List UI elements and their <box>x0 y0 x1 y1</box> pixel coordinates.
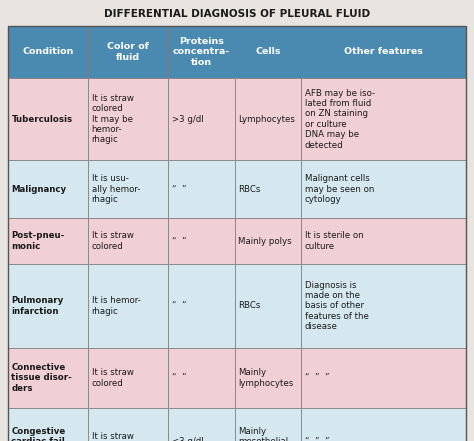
Bar <box>88 160 168 218</box>
Text: “  ”: “ ” <box>172 184 186 194</box>
Text: Cells: Cells <box>255 48 281 56</box>
Text: It is straw
colored: It is straw colored <box>91 231 134 250</box>
Text: Malignant cells
may be seen on
cytology: Malignant cells may be seen on cytology <box>305 174 374 204</box>
Bar <box>301 348 466 408</box>
Text: Connective
tissue disor-
ders: Connective tissue disor- ders <box>11 363 72 393</box>
Bar <box>88 78 168 160</box>
Bar <box>88 348 168 408</box>
Bar <box>168 408 235 441</box>
Bar <box>8 218 88 264</box>
Bar <box>235 160 301 218</box>
Text: Other features: Other features <box>344 48 423 56</box>
Bar <box>8 26 88 78</box>
Bar <box>235 26 301 78</box>
Text: Post-pneu-
monic: Post-pneu- monic <box>11 231 65 250</box>
Text: It is hemor-
rhagic: It is hemor- rhagic <box>91 296 140 316</box>
Text: Diagnosis is
made on the
basis of other
features of the
disease: Diagnosis is made on the basis of other … <box>305 281 368 331</box>
Text: RBCs: RBCs <box>238 184 261 194</box>
Text: Congestive
cardiac fail-
ure: Congestive cardiac fail- ure <box>11 427 69 441</box>
Text: It is straw
colored: It is straw colored <box>91 368 134 388</box>
Text: “  ”: “ ” <box>172 374 186 382</box>
Bar <box>235 348 301 408</box>
Text: >3 g/dl: >3 g/dl <box>172 115 203 123</box>
Text: Mainly polys: Mainly polys <box>238 236 292 246</box>
Bar <box>168 218 235 264</box>
Text: <3 g/dl: <3 g/dl <box>172 437 203 441</box>
Text: “  ”  ”: “ ” ” <box>305 437 329 441</box>
Bar <box>235 408 301 441</box>
Bar <box>88 26 168 78</box>
Bar <box>301 160 466 218</box>
Text: “  ”  ”: “ ” ” <box>305 374 329 382</box>
Bar <box>8 160 88 218</box>
Text: “  ”: “ ” <box>172 236 186 246</box>
Text: Lymphocytes: Lymphocytes <box>238 115 295 123</box>
Bar <box>235 78 301 160</box>
Bar <box>168 160 235 218</box>
Bar <box>8 264 88 348</box>
Bar <box>301 78 466 160</box>
Text: It is straw
colored: It is straw colored <box>91 432 134 441</box>
Bar <box>235 264 301 348</box>
Bar <box>8 408 88 441</box>
Text: RBCs: RBCs <box>238 302 261 310</box>
Text: Color of
fluid: Color of fluid <box>107 42 149 62</box>
Text: It is usu-
ally hemor-
rhagic: It is usu- ally hemor- rhagic <box>91 174 140 204</box>
Bar <box>88 408 168 441</box>
Text: “  ”: “ ” <box>172 302 186 310</box>
Text: Mainly
mesothelial
cells: Mainly mesothelial cells <box>238 427 288 441</box>
Text: It is sterile on
culture: It is sterile on culture <box>305 231 363 250</box>
Bar <box>88 218 168 264</box>
Bar <box>8 348 88 408</box>
Text: It is straw
colored
It may be
hemor-
rhagic: It is straw colored It may be hemor- rha… <box>91 93 134 144</box>
Bar <box>301 264 466 348</box>
Bar <box>8 78 88 160</box>
Text: Malignancy: Malignancy <box>11 184 67 194</box>
Text: AFB may be iso-
lated from fluid
on ZN staining
or culture
DNA may be
detected: AFB may be iso- lated from fluid on ZN s… <box>305 89 375 149</box>
Bar <box>88 264 168 348</box>
Bar <box>235 218 301 264</box>
Bar <box>168 348 235 408</box>
Bar <box>301 218 466 264</box>
Text: Pulmonary
infarction: Pulmonary infarction <box>11 296 64 316</box>
Text: DIFFERENTIAL DIAGNOSIS OF PLEURAL FLUID: DIFFERENTIAL DIAGNOSIS OF PLEURAL FLUID <box>104 9 370 19</box>
Text: Proteins
concentra-
tion: Proteins concentra- tion <box>173 37 230 67</box>
Bar <box>301 408 466 441</box>
Text: Mainly
lymphocytes: Mainly lymphocytes <box>238 368 293 388</box>
Text: Tuberculosis: Tuberculosis <box>11 115 73 123</box>
Bar <box>168 26 235 78</box>
Bar <box>168 264 235 348</box>
Text: Condition: Condition <box>22 48 74 56</box>
Bar <box>301 26 466 78</box>
Bar <box>168 78 235 160</box>
